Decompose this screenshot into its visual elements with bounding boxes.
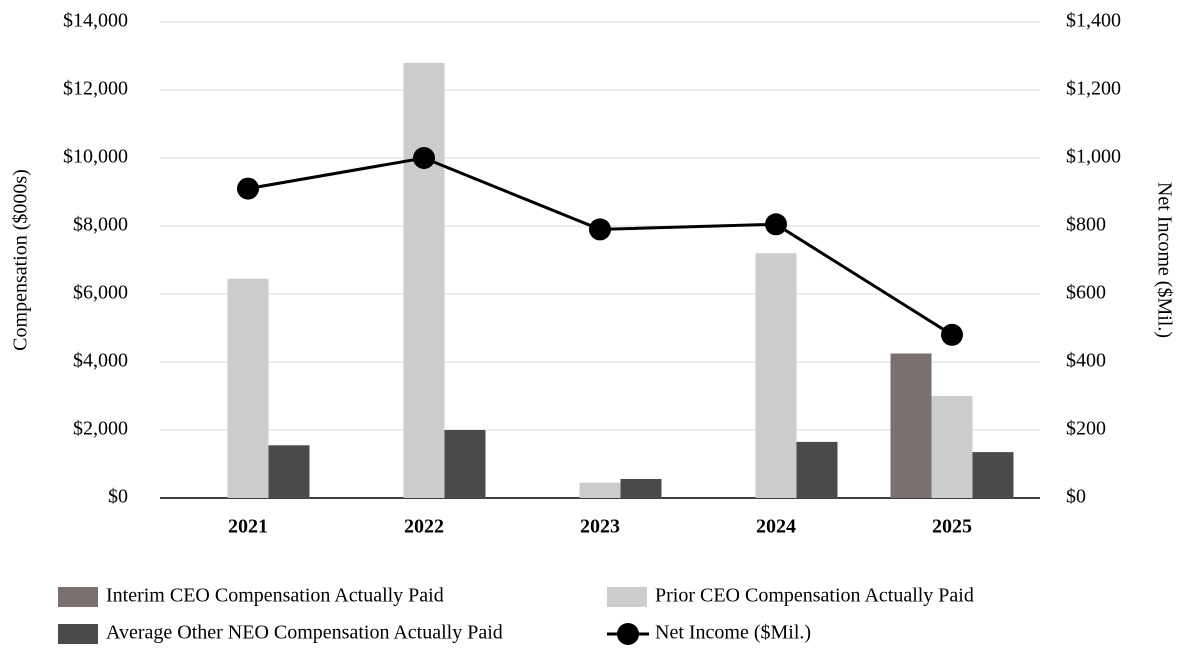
- bar: [890, 353, 932, 498]
- line-marker: [237, 177, 259, 200]
- y-tick-label: $14,000: [63, 10, 128, 32]
- y2-tick-label: $1,000: [1066, 146, 1121, 168]
- y-tick-label: $8,000: [73, 214, 128, 236]
- x-tick-label: 2023: [580, 516, 620, 538]
- legend-marker: [617, 623, 639, 645]
- y2-tick-label: $600: [1066, 282, 1106, 304]
- y2-tick-label: $200: [1066, 418, 1106, 440]
- y-tick-label: $6,000: [73, 282, 128, 304]
- legend-swatch: [607, 587, 647, 607]
- y-tick-label: $4,000: [73, 350, 128, 372]
- x-tick-label: 2024: [756, 516, 796, 538]
- y-tick-label: $10,000: [63, 146, 128, 168]
- y2-axis-title: Net Income ($Mil.): [1153, 182, 1175, 338]
- legend-swatch: [58, 587, 98, 607]
- y-axis-title: Compensation ($000s): [10, 169, 32, 351]
- line-marker: [413, 147, 435, 169]
- x-tick-label: 2021: [228, 516, 268, 538]
- bar: [403, 62, 445, 499]
- bar: [268, 445, 310, 498]
- legend-label: Net Income ($Mil.): [655, 622, 811, 644]
- y2-tick-label: $800: [1066, 214, 1106, 236]
- line-marker: [765, 213, 787, 236]
- bar: [227, 278, 269, 498]
- bar: [755, 253, 797, 498]
- bar: [444, 430, 486, 498]
- legend-label: Prior CEO Compensation Actually Paid: [655, 585, 974, 607]
- y2-tick-label: $1,400: [1066, 10, 1121, 32]
- y-tick-label: $0: [108, 486, 128, 508]
- legend-label: Average Other NEO Compensation Actually …: [106, 622, 503, 644]
- y2-tick-label: $1,200: [1066, 78, 1121, 100]
- line: [247, 156, 953, 337]
- bar: [620, 478, 662, 498]
- bar: [796, 441, 838, 498]
- line-marker: [941, 323, 963, 346]
- legend-label: Interim CEO Compensation Actually Paid: [106, 585, 444, 607]
- bar: [972, 452, 1014, 498]
- line-marker: [589, 218, 611, 241]
- bar: [931, 396, 973, 498]
- y2-tick-label: $0: [1066, 486, 1086, 508]
- x-tick-label: 2022: [404, 516, 444, 538]
- x-tick-label: 2025: [932, 516, 972, 538]
- y-tick-label: $12,000: [63, 78, 128, 100]
- bar: [579, 482, 621, 498]
- y2-tick-label: $400: [1066, 350, 1106, 372]
- y-tick-label: $2,000: [73, 418, 128, 440]
- legend-swatch: [58, 624, 98, 644]
